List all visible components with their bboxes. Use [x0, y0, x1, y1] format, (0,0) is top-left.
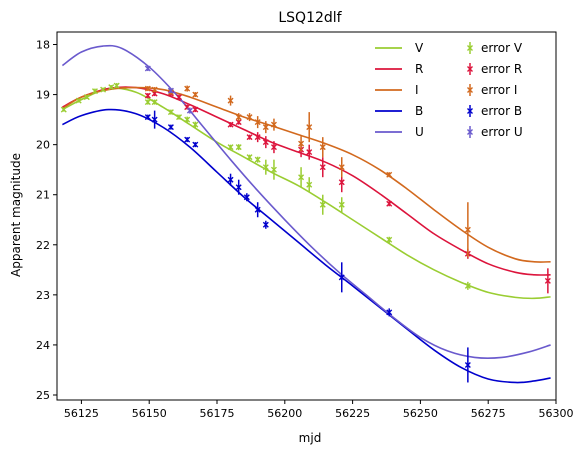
- y-tick-label: 19: [36, 89, 50, 102]
- data-point-error-v: [339, 197, 344, 212]
- data-point-error-b: [339, 262, 344, 292]
- legend-item-error-r: error R: [468, 62, 523, 76]
- data-point-error-v: [271, 160, 276, 180]
- data-point-error-v: [299, 167, 304, 187]
- data-point-error-b: [193, 142, 198, 147]
- data-point-error-b: [465, 347, 470, 382]
- data-point-error-i: [152, 87, 157, 92]
- data-point-error-i: [228, 96, 233, 106]
- data-point-error-i: [185, 86, 190, 92]
- x-tick-label: 56125: [64, 407, 99, 420]
- data-point-error-r: [145, 93, 150, 98]
- legend-label: error R: [481, 62, 522, 76]
- data-point-error-v: [114, 83, 119, 88]
- data-point-error-v: [236, 144, 241, 150]
- data-point-error-i: [299, 136, 304, 151]
- y-tick-label: 25: [36, 389, 50, 402]
- legend-label: I: [415, 83, 419, 97]
- y-tick-label: 21: [36, 189, 50, 202]
- data-point-error-v: [247, 155, 252, 160]
- data-point-error-i: [320, 137, 325, 157]
- legend-item-v: V: [375, 41, 424, 55]
- legend-label: error U: [481, 125, 523, 139]
- data-point-error-v: [61, 107, 66, 112]
- data-point-error-r: [545, 268, 550, 293]
- data-point-error-i: [465, 202, 470, 257]
- data-point-error-r: [177, 95, 182, 100]
- legend-item-error-u: error U: [468, 125, 523, 139]
- x-tick-label: 56175: [200, 407, 235, 420]
- data-point-error-v: [255, 157, 260, 163]
- y-tick-label: 22: [36, 239, 50, 252]
- data-point-error-r: [247, 135, 252, 140]
- data-point-error-b: [152, 111, 157, 129]
- model-line-v: [62, 88, 550, 298]
- x-tick-label: 56200: [267, 407, 302, 420]
- model-line-b: [62, 110, 550, 383]
- x-tick-label: 56275: [471, 407, 506, 420]
- data-point-error-u: [145, 66, 150, 71]
- model-line-r: [62, 87, 550, 275]
- data-point-error-v: [263, 160, 268, 175]
- data-point-error-v: [152, 100, 157, 105]
- data-point-error-r: [193, 107, 198, 112]
- data-point-error-r: [263, 136, 268, 148]
- data-point-error-v: [387, 237, 392, 243]
- data-point-error-b: [236, 180, 241, 195]
- data-point-error-v: [320, 195, 325, 215]
- legend-item-error-b: error B: [468, 104, 523, 118]
- legend-label: V: [415, 41, 424, 55]
- data-point-error-u: [187, 108, 192, 114]
- data-point-error-v: [307, 177, 312, 192]
- y-tick-label: 23: [36, 289, 50, 302]
- model-curves: [62, 46, 550, 383]
- x-tick-label: 56250: [403, 407, 438, 420]
- data-point-error-v: [109, 85, 114, 90]
- plot-area: [61, 46, 550, 383]
- legend-item-error-v: error V: [468, 41, 523, 55]
- data-point-error-i: [271, 119, 276, 131]
- data-point-error-v: [185, 117, 190, 123]
- legend-item-r: R: [375, 62, 423, 76]
- x-tick-label: 56225: [335, 407, 370, 420]
- y-tick-label: 24: [36, 339, 50, 352]
- data-point-error-v: [228, 145, 233, 150]
- data-point-error-v: [168, 110, 173, 115]
- legend-label: U: [415, 125, 424, 139]
- data-point-error-b: [168, 125, 173, 130]
- y-tick-label: 20: [36, 139, 50, 152]
- legend-item-error-i: error I: [468, 83, 518, 97]
- legend-label: error I: [481, 83, 517, 97]
- legend-label: R: [415, 62, 423, 76]
- legend-label: error V: [481, 41, 523, 55]
- legend-item-b: B: [375, 104, 423, 118]
- chart-title: LSQ12dlf: [278, 10, 342, 26]
- data-point-error-v: [145, 100, 150, 105]
- legend-label: B: [415, 104, 423, 118]
- y-tick-label: 18: [36, 39, 50, 52]
- data-point-error-i: [339, 157, 344, 177]
- y-axis-label: Apparent magnitude: [9, 153, 23, 277]
- data-point-error-i: [193, 92, 198, 97]
- x-tick-label: 56150: [132, 407, 167, 420]
- data-point-error-v: [193, 122, 198, 128]
- data-point-error-r: [387, 201, 392, 206]
- legend-item-u: U: [375, 125, 424, 139]
- data-point-error-b: [185, 137, 190, 142]
- legend-label: error B: [481, 104, 522, 118]
- legend-item-i: I: [375, 83, 419, 97]
- x-axis-label: mjd: [299, 431, 322, 445]
- x-tick-label: 56300: [539, 407, 574, 420]
- data-point-error-b: [263, 221, 268, 229]
